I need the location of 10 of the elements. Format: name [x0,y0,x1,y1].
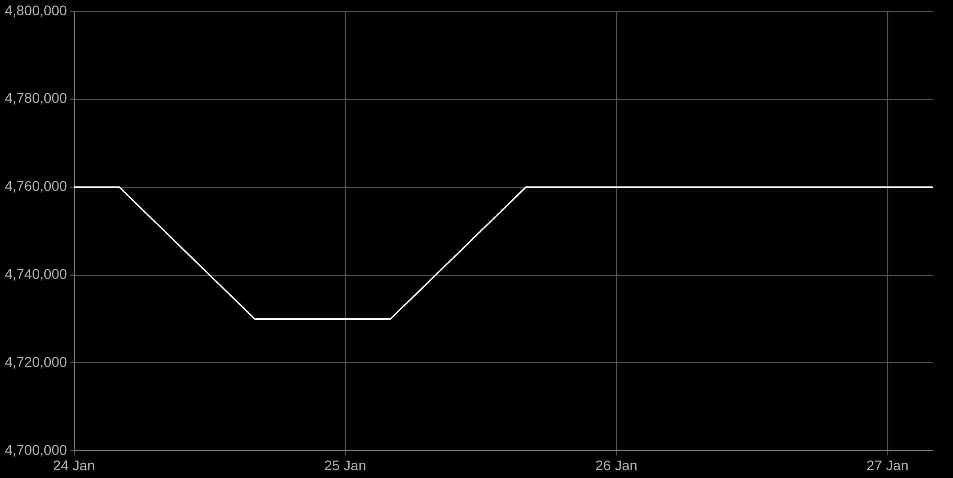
x-tick-label: 26 Jan [596,457,638,474]
y-tick-label: 4,740,000 [4,266,68,282]
y-tick-label: 4,700,000 [4,442,68,458]
y-tick-label: 4,800,000 [4,2,68,18]
y-tick-label: 4,720,000 [4,354,68,370]
x-tick-label: 27 Jan [866,457,909,474]
y-tick-label: 4,760,000 [4,178,68,194]
x-tick-label: 25 Jan [324,457,366,474]
x-tick-label: 24 Jan [53,457,96,474]
y-tick-label: 4,780,000 [4,90,68,106]
